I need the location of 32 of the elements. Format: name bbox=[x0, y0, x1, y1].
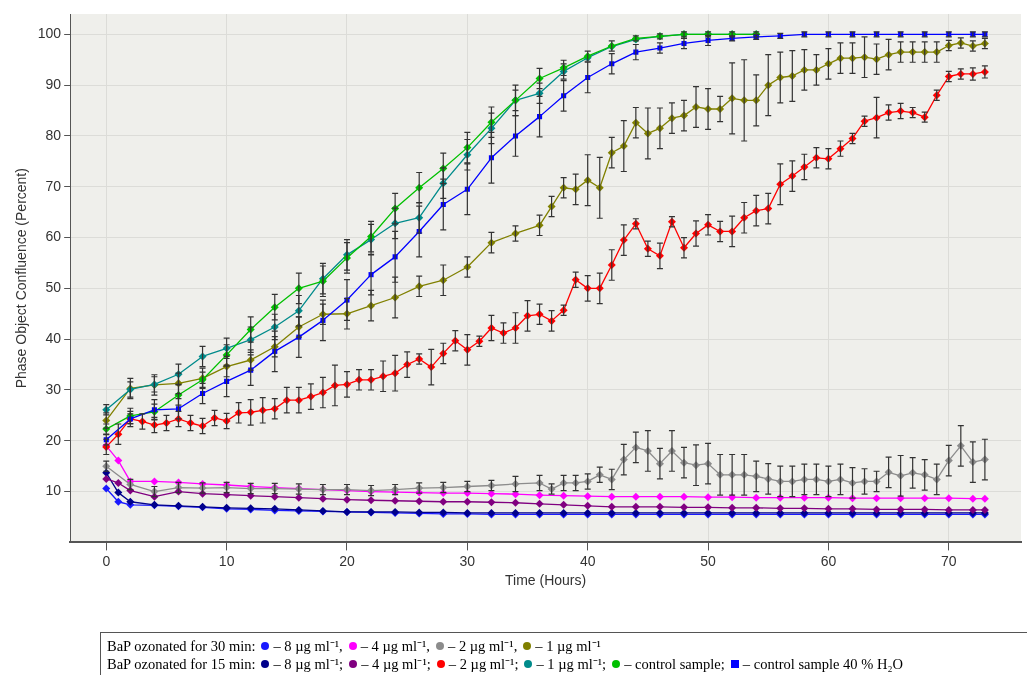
y-tick-label: 100 bbox=[37, 25, 62, 42]
y-axis-title: Phase Object Confluence (Percent) bbox=[13, 168, 30, 389]
x-tick-label: 30 bbox=[459, 552, 476, 569]
legend-label: – control sample 40 % H₂O bbox=[742, 656, 903, 672]
legend-label: – 4 µg ml⁻¹; bbox=[361, 656, 431, 672]
legend-label: – 8 µg ml⁻¹; bbox=[273, 656, 344, 672]
legend-label: – control sample; bbox=[624, 656, 725, 672]
text: BaP ozonated for 30 min: bbox=[107, 638, 256, 654]
text: BaP ozonated for 15 min: bbox=[107, 656, 256, 672]
x-tick-label: 10 bbox=[218, 552, 235, 569]
y-tick-label: 60 bbox=[45, 228, 62, 245]
legend-label: – 8 µg ml⁻¹, bbox=[273, 638, 343, 654]
legend-label: – 1 µg ml⁻¹; bbox=[536, 656, 607, 672]
legend-label: – 2 µg ml⁻¹; bbox=[448, 656, 519, 672]
y-tick-label: 90 bbox=[45, 75, 62, 92]
y-tick-label: 80 bbox=[45, 126, 62, 143]
y-tick-label: 20 bbox=[45, 431, 62, 448]
x-tick-label: 0 bbox=[102, 552, 111, 569]
x-tick-label: 60 bbox=[820, 552, 837, 569]
x-tick-label: 20 bbox=[339, 552, 355, 569]
y-tick-label: 40 bbox=[45, 330, 62, 347]
y-tick-label: 30 bbox=[45, 380, 62, 397]
y-tick-label: 70 bbox=[45, 177, 62, 194]
legend-label: – 4 µg ml⁻¹, bbox=[360, 638, 430, 654]
x-tick-label: 50 bbox=[700, 552, 717, 569]
x-tick-label: 70 bbox=[941, 552, 957, 569]
legend-label: – 1 µg ml⁻¹ bbox=[535, 638, 601, 654]
y-tick-label: 50 bbox=[45, 279, 62, 296]
y-tick-label: 10 bbox=[45, 482, 62, 499]
x-axis-title: Time (Hours) bbox=[505, 572, 587, 589]
x-tick-label: 40 bbox=[579, 552, 596, 569]
legend-label: – 2 µg ml⁻¹, bbox=[448, 638, 518, 654]
